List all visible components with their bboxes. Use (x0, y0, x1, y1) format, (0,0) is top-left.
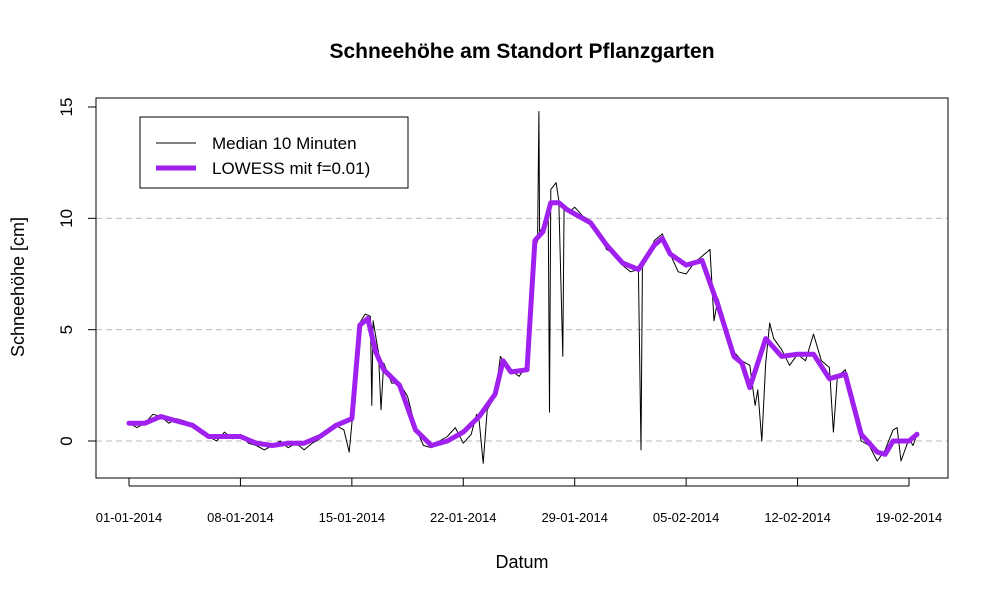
x-tick-label: 22-01-2014 (430, 510, 497, 525)
y-tick-label: 5 (57, 325, 76, 334)
x-tick-label: 19-02-2014 (876, 510, 943, 525)
y-axis-label: Schneehöhe [cm] (8, 217, 28, 357)
x-axis-label: Datum (495, 552, 548, 572)
legend: Median 10 Minuten LOWESS mit f=0.01) (139, 116, 409, 189)
grid-lines (96, 217, 948, 442)
x-tick-label: 29-01-2014 (541, 510, 608, 525)
x-tick-label: 01-01-2014 (96, 510, 163, 525)
axes: 0 5 10 15 01-01-2014 08-01-2014 15-01-2014 22-0… (57, 98, 942, 525)
x-tick-label: 12-02-2014 (764, 510, 831, 525)
y-tick-label: 15 (57, 98, 76, 117)
legend-label-median: Median 10 Minuten (212, 134, 357, 153)
x-tick-label: 08-01-2014 (207, 510, 274, 525)
series-line-lowess (126, 200, 920, 457)
legend-label-lowess: LOWESS mit f=0.01) (212, 159, 370, 178)
x-tick-label: 05-02-2014 (653, 510, 720, 525)
y-tick-label: 10 (57, 209, 76, 228)
y-tick-label: 0 (57, 436, 76, 445)
plot-area (126, 111, 920, 464)
legend-box (139, 116, 409, 189)
chart-title: Schneehöhe am Standort Pflanzgarten (329, 40, 714, 63)
x-tick-label: 15-01-2014 (319, 510, 386, 525)
